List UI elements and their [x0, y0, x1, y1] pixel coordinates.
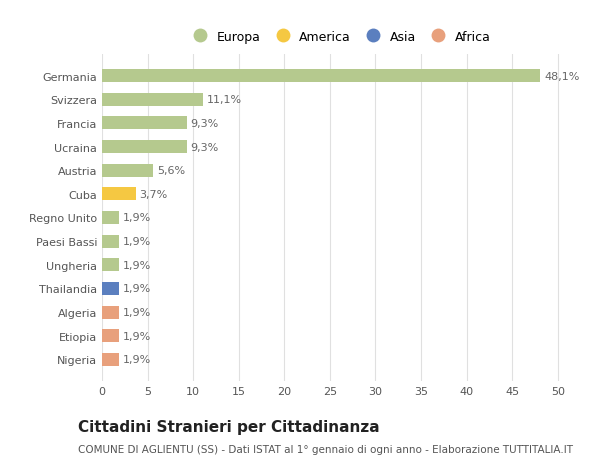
Bar [102, 117, 187, 130]
Bar [102, 306, 119, 319]
Bar [102, 164, 153, 177]
Text: 9,3%: 9,3% [190, 142, 218, 152]
Bar [102, 141, 187, 154]
Text: 3,7%: 3,7% [139, 190, 167, 199]
Bar [102, 282, 119, 295]
Text: 1,9%: 1,9% [123, 213, 151, 223]
Text: 1,9%: 1,9% [123, 308, 151, 318]
Bar [102, 353, 119, 366]
Text: 1,9%: 1,9% [123, 284, 151, 294]
Text: 1,9%: 1,9% [123, 237, 151, 246]
Bar [102, 235, 119, 248]
Text: 9,3%: 9,3% [190, 118, 218, 129]
Text: 1,9%: 1,9% [123, 260, 151, 270]
Bar [102, 212, 119, 224]
Text: 48,1%: 48,1% [544, 72, 580, 81]
Bar [102, 330, 119, 342]
Bar [102, 94, 203, 106]
Text: Cittadini Stranieri per Cittadinanza: Cittadini Stranieri per Cittadinanza [78, 419, 380, 434]
Text: 11,1%: 11,1% [207, 95, 242, 105]
Text: COMUNE DI AGLIENTU (SS) - Dati ISTAT al 1° gennaio di ogni anno - Elaborazione T: COMUNE DI AGLIENTU (SS) - Dati ISTAT al … [78, 444, 573, 454]
Bar [102, 259, 119, 272]
Text: 5,6%: 5,6% [157, 166, 185, 176]
Text: 1,9%: 1,9% [123, 331, 151, 341]
Legend: Europa, America, Asia, Africa: Europa, America, Asia, Africa [182, 25, 496, 48]
Text: 1,9%: 1,9% [123, 355, 151, 364]
Bar [102, 188, 136, 201]
Bar [102, 70, 541, 83]
